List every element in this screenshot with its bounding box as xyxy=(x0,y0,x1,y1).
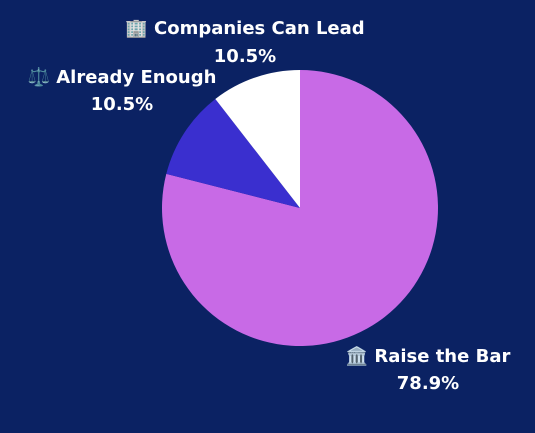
slice-label: 🏛️ Raise the Bar xyxy=(346,345,511,367)
slice-value-label: 10.5% xyxy=(214,46,276,67)
pie-slice xyxy=(215,70,300,208)
slice-label: ⚖️ Already Enough xyxy=(28,66,217,88)
slice-label: 🏢 Companies Can Lead xyxy=(125,18,364,39)
slice-value-label: 10.5% xyxy=(91,94,153,115)
pie-slice xyxy=(166,99,300,208)
slice-value-label: 78.9% xyxy=(397,373,459,394)
pie-slice xyxy=(162,70,438,347)
